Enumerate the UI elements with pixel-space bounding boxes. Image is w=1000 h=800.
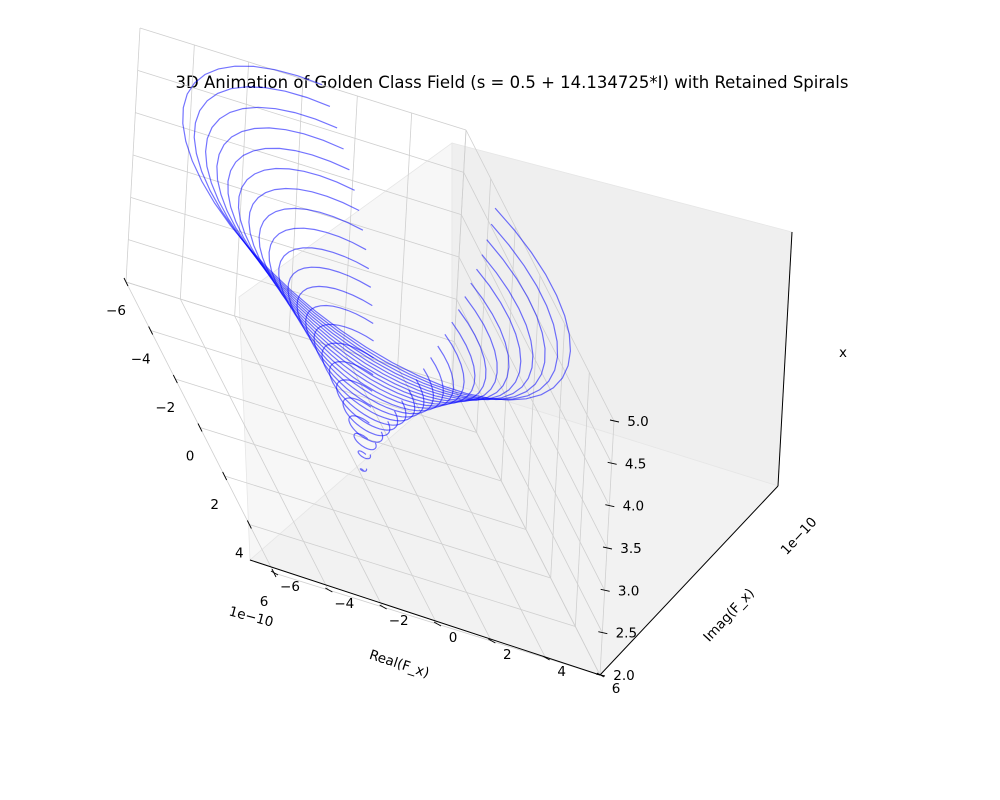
y-tick-label: 2 bbox=[503, 647, 512, 663]
grid-back-z bbox=[456, 299, 606, 591]
x-tick bbox=[197, 423, 203, 432]
y-tick bbox=[488, 638, 496, 644]
z-tick bbox=[600, 588, 610, 592]
spiral-line bbox=[216, 127, 534, 401]
y-tick-label: −4 bbox=[334, 596, 354, 612]
spiral-line bbox=[227, 147, 522, 401]
spiral-line bbox=[258, 207, 487, 404]
grid-left-z bbox=[130, 196, 457, 300]
y-tick bbox=[379, 604, 387, 610]
x-tick bbox=[222, 471, 228, 481]
grid-floor-y bbox=[288, 332, 438, 625]
grid-floor-y bbox=[397, 366, 547, 659]
spiral-line bbox=[357, 450, 372, 460]
x-tick-label: 6 bbox=[260, 594, 269, 610]
z-tick-label: 4.0 bbox=[623, 499, 644, 515]
y-tick bbox=[433, 621, 442, 627]
spiral-line bbox=[182, 65, 572, 401]
x-tick-label: 0 bbox=[186, 449, 195, 465]
z-tick bbox=[605, 504, 615, 508]
z-tick bbox=[602, 546, 613, 550]
z-tick bbox=[595, 673, 606, 677]
z-axis-line bbox=[777, 231, 793, 487]
y-tick-label: −6 bbox=[280, 579, 300, 595]
grid-left-z bbox=[132, 154, 460, 258]
z-tick bbox=[598, 631, 608, 635]
x-tick-label: −2 bbox=[155, 400, 175, 416]
x-tick-label: −6 bbox=[106, 303, 126, 319]
z-axis-label: x bbox=[839, 345, 847, 361]
grid-lines bbox=[125, 27, 615, 676]
z-tick-label: 3.0 bbox=[618, 583, 639, 599]
y-tick bbox=[325, 587, 333, 593]
axis-ticks: −6−4−20246−6−4−202462.02.53.03.54.04.55.… bbox=[106, 277, 649, 697]
z-tick bbox=[607, 461, 617, 465]
x-tick bbox=[148, 326, 154, 335]
spiral-line bbox=[268, 227, 476, 405]
grid-back-z bbox=[458, 256, 608, 549]
grid-back-z bbox=[460, 214, 610, 506]
y-tick-label: 6 bbox=[612, 681, 621, 697]
spiral-series bbox=[182, 65, 572, 472]
spiral-line bbox=[305, 304, 435, 415]
spiral-line bbox=[204, 106, 546, 400]
y-tick bbox=[542, 655, 550, 661]
z-tick-label: 4.5 bbox=[625, 456, 646, 472]
grid-back-z bbox=[451, 383, 601, 676]
y-axis-line bbox=[599, 485, 779, 676]
z-tick-label: 2.5 bbox=[616, 626, 637, 642]
x-tick-label: 4 bbox=[235, 546, 244, 562]
z-tick-label: 5.0 bbox=[627, 414, 648, 430]
y-tick-label: −2 bbox=[389, 613, 409, 629]
x-tick bbox=[123, 277, 129, 287]
spiral-line bbox=[287, 266, 455, 409]
y-tick-label: 4 bbox=[557, 664, 566, 680]
spiral-line bbox=[335, 379, 399, 431]
x-tick-label: 2 bbox=[210, 497, 219, 513]
grid-floor-y bbox=[234, 315, 384, 608]
x-tick bbox=[246, 520, 252, 529]
grid-floor-y bbox=[179, 298, 329, 591]
y-tick-label: 0 bbox=[449, 630, 458, 646]
z-tick-label: 3.5 bbox=[620, 541, 641, 557]
grid-back-z bbox=[453, 341, 603, 633]
chart-title: 3D Animation of Golden Class Field (s = … bbox=[176, 73, 849, 92]
spiral-line bbox=[248, 187, 498, 403]
z-tick bbox=[609, 419, 620, 423]
x-tick bbox=[172, 374, 178, 384]
spiral-line bbox=[237, 167, 510, 402]
spiral-line bbox=[359, 468, 368, 472]
spiral-line bbox=[193, 86, 559, 401]
y-axis-label: Imag(F_x) bbox=[700, 585, 757, 645]
grid-left-z bbox=[135, 112, 462, 216]
y-offset-label: 1e−10 bbox=[778, 514, 821, 558]
grid-left-z bbox=[125, 281, 453, 385]
x-axis-line bbox=[249, 559, 601, 676]
y-tick bbox=[270, 570, 279, 576]
spiral-line bbox=[328, 360, 407, 426]
z-tick-label: 2.0 bbox=[613, 668, 634, 684]
grid-left-z bbox=[139, 27, 467, 131]
grid-back-z bbox=[465, 129, 615, 422]
x-tick-label: −4 bbox=[131, 352, 151, 368]
x-axis-label: Real(F_x) bbox=[367, 647, 431, 681]
